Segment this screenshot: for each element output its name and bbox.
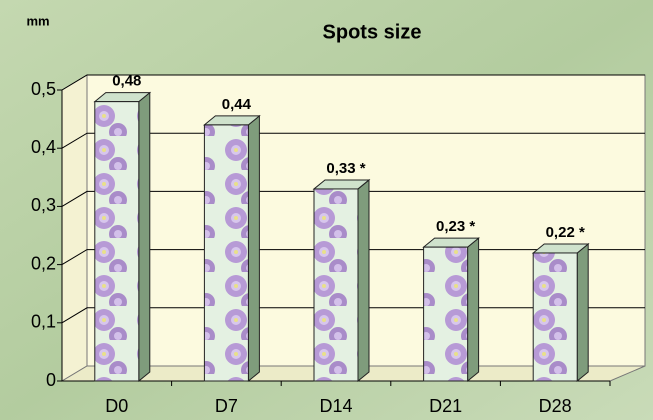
grid-line [61,132,645,149]
value-label: 0,33 * [326,160,365,177]
y-axis-label: mm [26,13,49,28]
side-wall [61,74,88,382]
bar [203,124,249,382]
y-tick-label: 0,4 [31,137,56,157]
y-tick-label: 0,2 [31,253,56,273]
grid-line [61,190,645,207]
y-tick-label: 0,5 [31,79,56,99]
bar-side [467,237,480,383]
bar-side [138,91,151,383]
y-tick-label: 0,1 [31,312,56,332]
x-tick-label: D7 [215,396,238,416]
x-tick-label: D21 [429,396,462,416]
bar [94,101,140,382]
value-label: 0,48 [112,73,141,90]
bar-side [247,114,260,383]
value-label: 0,23 * [436,218,475,235]
bar [423,246,469,382]
bar-side [357,178,370,383]
y-tick-label: 0 [46,370,56,390]
bar [532,252,578,382]
grid-line [61,74,645,91]
x-tick-label: D0 [105,396,128,416]
bar [313,188,359,382]
y-tick-label: 0,3 [31,195,56,215]
bar-side [576,242,589,383]
x-tick-label: D28 [539,396,572,416]
chart-title: Spots size [323,21,422,43]
value-label: 0,44 [222,96,252,113]
x-tick-label: D14 [319,396,352,416]
value-label: 0,22 * [546,224,585,241]
